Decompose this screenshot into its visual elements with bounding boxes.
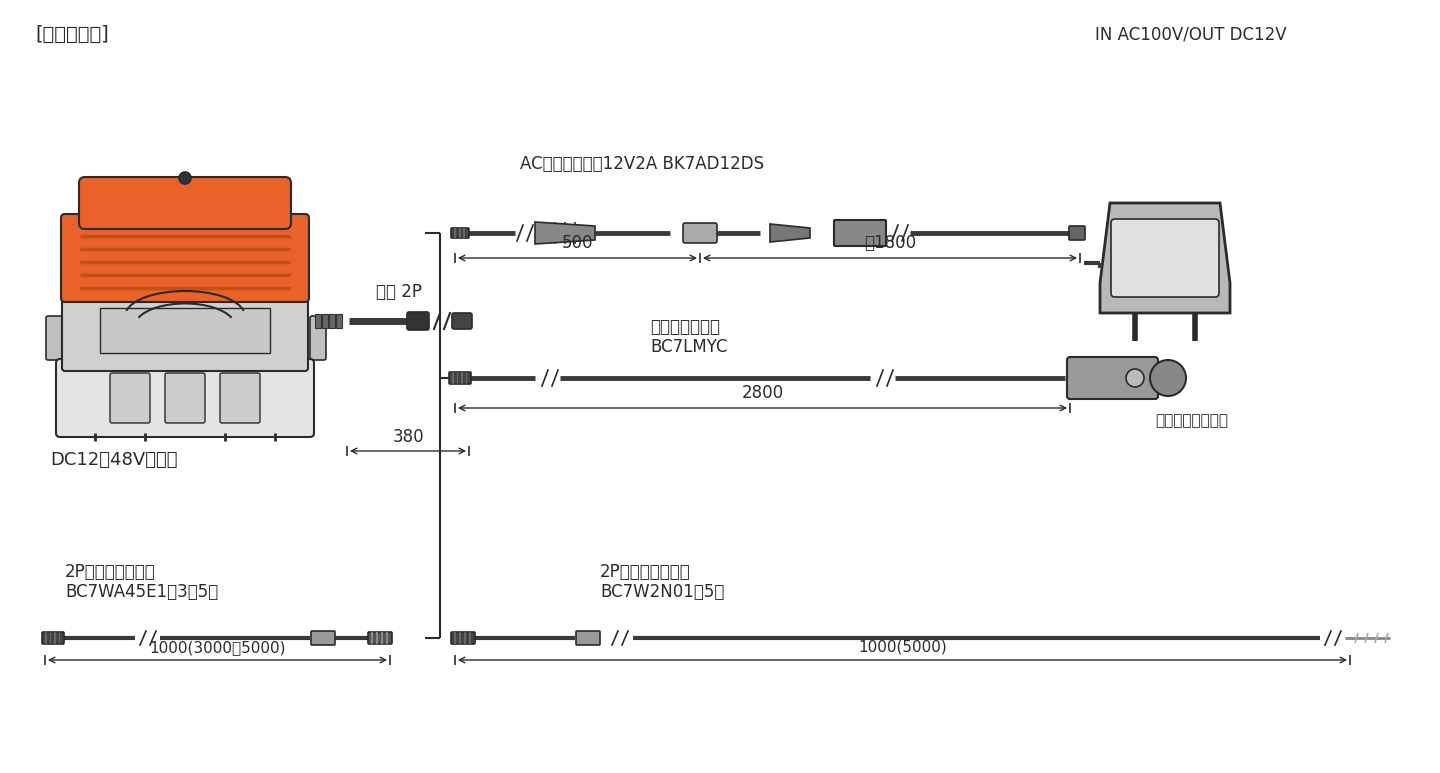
Bar — [315, 314, 321, 328]
Text: （ヒューズ２Ａ）: （ヒューズ２Ａ） — [1155, 413, 1228, 428]
FancyBboxPatch shape — [99, 308, 271, 353]
FancyBboxPatch shape — [56, 359, 314, 437]
Text: 2P防水延長コード: 2P防水延長コード — [65, 563, 156, 581]
FancyBboxPatch shape — [1112, 219, 1220, 297]
Bar — [372, 632, 373, 644]
Text: 1000(3000・5000): 1000(3000・5000) — [150, 640, 285, 655]
Bar — [382, 632, 383, 644]
Bar — [454, 228, 456, 238]
FancyBboxPatch shape — [451, 632, 475, 644]
Bar — [376, 632, 379, 644]
FancyBboxPatch shape — [60, 214, 310, 302]
FancyBboxPatch shape — [576, 631, 600, 645]
FancyBboxPatch shape — [369, 632, 392, 644]
Text: DC12～48V電源式: DC12～48V電源式 — [50, 451, 177, 469]
Text: [オプション]: [オプション] — [35, 25, 109, 44]
FancyBboxPatch shape — [452, 313, 472, 329]
Text: 2800: 2800 — [742, 384, 783, 402]
Bar — [459, 632, 461, 644]
Bar — [328, 314, 336, 328]
Bar — [459, 228, 461, 238]
FancyBboxPatch shape — [166, 373, 204, 423]
FancyBboxPatch shape — [834, 220, 886, 246]
FancyBboxPatch shape — [79, 177, 291, 229]
FancyBboxPatch shape — [310, 316, 325, 360]
FancyBboxPatch shape — [683, 223, 717, 243]
FancyBboxPatch shape — [408, 312, 429, 330]
Polygon shape — [1100, 203, 1230, 313]
Bar — [323, 314, 328, 328]
Bar — [45, 632, 48, 644]
Bar — [469, 632, 471, 644]
Bar — [461, 372, 462, 384]
Bar — [455, 632, 456, 644]
Text: 380: 380 — [392, 428, 423, 446]
FancyBboxPatch shape — [449, 372, 471, 384]
Bar — [386, 632, 387, 644]
FancyBboxPatch shape — [220, 373, 261, 423]
Bar — [55, 632, 56, 644]
Polygon shape — [536, 222, 595, 244]
FancyBboxPatch shape — [451, 228, 469, 238]
Text: 組1800: 組1800 — [864, 234, 916, 252]
Bar — [336, 314, 343, 328]
Text: 1000(5000): 1000(5000) — [858, 640, 948, 655]
FancyBboxPatch shape — [46, 316, 62, 360]
Text: シガーアダプタ: シガーアダプタ — [649, 318, 720, 336]
Text: 500: 500 — [562, 234, 593, 252]
Text: BC7LMYC: BC7LMYC — [649, 338, 727, 356]
FancyBboxPatch shape — [1067, 357, 1158, 399]
Bar — [464, 632, 467, 644]
FancyBboxPatch shape — [311, 631, 336, 645]
Text: 電源 2P: 電源 2P — [376, 283, 422, 301]
Circle shape — [1151, 360, 1187, 396]
FancyBboxPatch shape — [109, 373, 150, 423]
Text: 2P防水入力コード: 2P防水入力コード — [600, 563, 691, 581]
FancyBboxPatch shape — [42, 632, 63, 644]
Text: ACアダプタセツ12V2A BK7AD12DS: ACアダプタセツ12V2A BK7AD12DS — [520, 155, 765, 173]
Text: BC7WA45E1（3・5）: BC7WA45E1（3・5） — [65, 583, 219, 601]
Bar — [452, 372, 454, 384]
Bar — [465, 372, 468, 384]
Circle shape — [1126, 369, 1143, 387]
FancyBboxPatch shape — [62, 290, 308, 371]
Bar — [59, 632, 60, 644]
Bar — [456, 372, 458, 384]
Polygon shape — [770, 224, 809, 242]
Circle shape — [179, 172, 192, 184]
Bar — [49, 632, 52, 644]
FancyBboxPatch shape — [1068, 226, 1084, 240]
Text: IN AC100V/OUT DC12V: IN AC100V/OUT DC12V — [1094, 25, 1286, 43]
Text: BC7W2N01（5）: BC7W2N01（5） — [600, 583, 724, 601]
Bar — [464, 228, 465, 238]
